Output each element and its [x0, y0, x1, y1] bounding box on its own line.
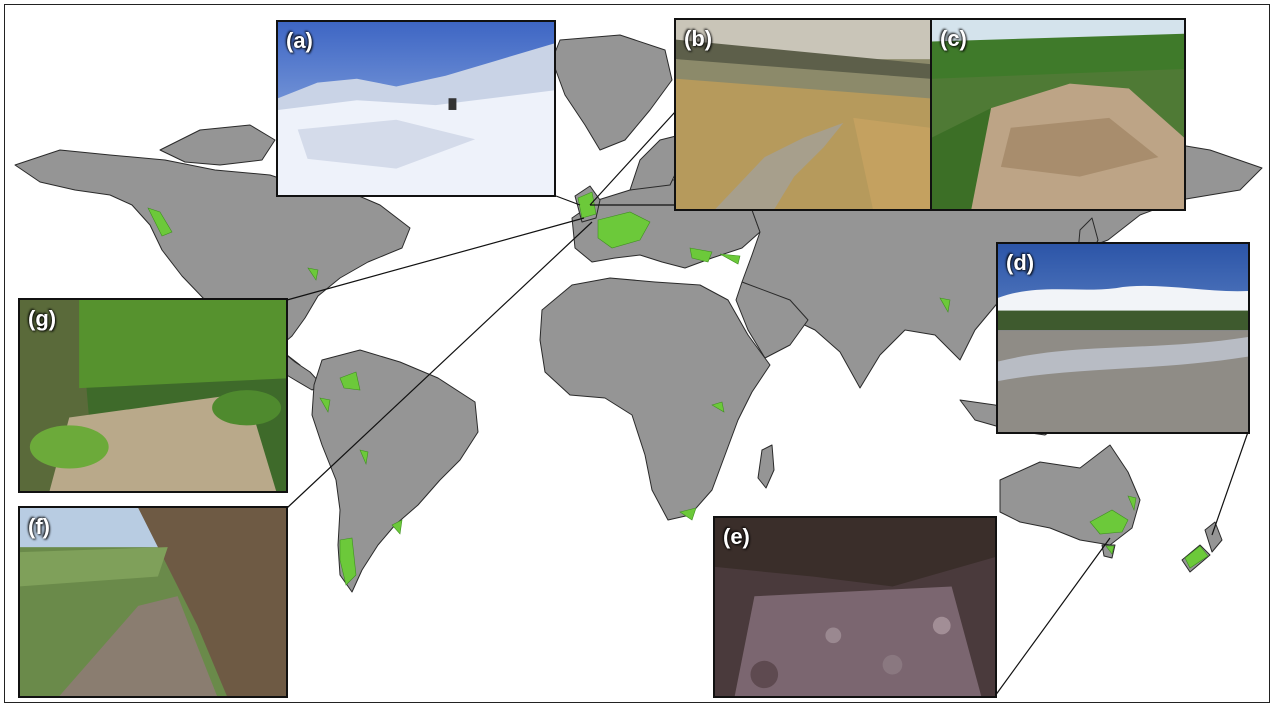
photo-b-image — [676, 20, 930, 209]
africa — [539, 277, 771, 521]
arabian-peninsula — [735, 281, 809, 359]
photo-c-image — [932, 20, 1184, 209]
north-america — [14, 149, 411, 366]
photo-d-image — [998, 244, 1248, 432]
photo-panel-a: (a) — [276, 20, 556, 197]
photo-panel-b: (b) — [674, 18, 932, 211]
south-america — [311, 349, 479, 593]
panel-label-d: (d) — [1006, 250, 1035, 275]
panel-label-c: (c) — [940, 26, 967, 51]
photo-e-image — [715, 518, 995, 696]
photo-g-image — [20, 300, 286, 491]
panel-label-f: (f) — [28, 514, 50, 539]
panel-label-b: (b) — [684, 26, 713, 51]
leader-lines — [286, 111, 1249, 697]
panel-label-a: (a) — [286, 28, 313, 53]
photo-f-image — [20, 508, 286, 696]
madagascar — [757, 444, 775, 489]
photo-panel-f: (f) — [18, 506, 288, 698]
panel-label-e: (e) — [723, 524, 750, 549]
photo-panel-g: (g) — [18, 298, 288, 493]
greenland — [551, 34, 673, 151]
photo-a-image — [278, 22, 554, 195]
photo-panel-e: (e) — [713, 516, 997, 698]
highlight-regions — [147, 191, 1209, 586]
photo-panel-c: (c) — [930, 18, 1186, 211]
panel-label-g: (g) — [28, 306, 57, 331]
photo-panel-d: (d) — [996, 242, 1250, 434]
